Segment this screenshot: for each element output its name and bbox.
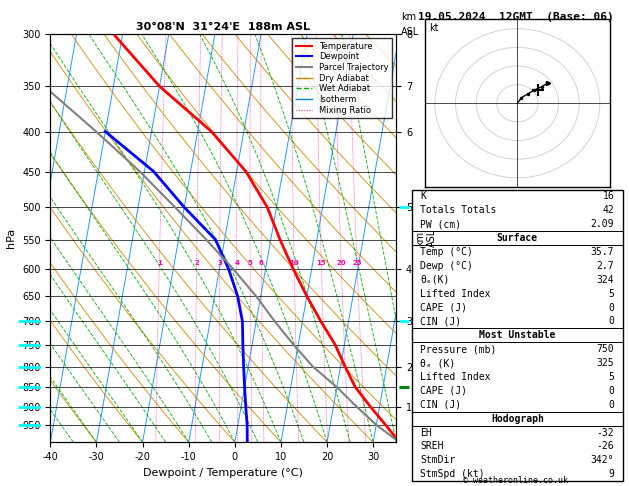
Text: 0: 0 [608, 386, 615, 396]
Text: 20: 20 [337, 260, 346, 266]
Text: -26: -26 [597, 441, 615, 451]
Text: 2.09: 2.09 [591, 219, 615, 229]
Text: CAPE (J): CAPE (J) [420, 303, 467, 312]
Text: 4: 4 [234, 260, 239, 266]
Text: Pressure (mb): Pressure (mb) [420, 344, 497, 354]
Text: CIN (J): CIN (J) [420, 316, 462, 327]
Text: -32: -32 [597, 428, 615, 437]
Text: kt: kt [429, 23, 438, 33]
Text: Dewp (°C): Dewp (°C) [420, 261, 473, 271]
Text: Surface: Surface [497, 233, 538, 243]
Text: km: km [401, 12, 416, 22]
X-axis label: Dewpoint / Temperature (°C): Dewpoint / Temperature (°C) [143, 468, 303, 478]
Text: 324: 324 [597, 275, 615, 285]
Legend: Temperature, Dewpoint, Parcel Trajectory, Dry Adiabat, Wet Adiabat, Isotherm, Mi: Temperature, Dewpoint, Parcel Trajectory… [292, 38, 392, 118]
Text: 6: 6 [259, 260, 264, 266]
Text: θₑ(K): θₑ(K) [420, 275, 450, 285]
Text: 0: 0 [608, 316, 615, 327]
Text: SREH: SREH [420, 441, 444, 451]
Text: Temp (°C): Temp (°C) [420, 247, 473, 257]
Text: © weatheronline.co.uk: © weatheronline.co.uk [464, 475, 568, 485]
Text: Totals Totals: Totals Totals [420, 206, 497, 215]
Text: 0: 0 [608, 400, 615, 410]
Text: 10: 10 [289, 260, 299, 266]
Text: 19.05.2024  12GMT  (Base: 06): 19.05.2024 12GMT (Base: 06) [418, 12, 614, 22]
Text: K: K [420, 191, 426, 202]
Text: 3: 3 [217, 260, 222, 266]
Y-axis label: km
ASL: km ASL [415, 229, 437, 247]
Text: 2.7: 2.7 [597, 261, 615, 271]
Text: 750: 750 [597, 344, 615, 354]
Text: Mixing Ratio (g/kg): Mixing Ratio (g/kg) [437, 247, 446, 327]
Text: Lifted Index: Lifted Index [420, 372, 491, 382]
Text: 2: 2 [194, 260, 199, 266]
Text: 5: 5 [608, 289, 615, 299]
Text: 5: 5 [248, 260, 252, 266]
Text: EH: EH [420, 428, 432, 437]
Text: 342°: 342° [591, 455, 615, 465]
Text: 325: 325 [597, 358, 615, 368]
Text: 16: 16 [603, 191, 615, 202]
Title: 30°08'N  31°24'E  188m ASL: 30°08'N 31°24'E 188m ASL [136, 22, 310, 32]
Text: 5: 5 [608, 372, 615, 382]
Text: Hodograph: Hodograph [491, 414, 544, 424]
Text: θₑ (K): θₑ (K) [420, 358, 455, 368]
Text: StmSpd (kt): StmSpd (kt) [420, 469, 485, 479]
Text: CAPE (J): CAPE (J) [420, 386, 467, 396]
Text: PW (cm): PW (cm) [420, 219, 462, 229]
Text: 15: 15 [316, 260, 326, 266]
Text: 9: 9 [608, 469, 615, 479]
Text: StmDir: StmDir [420, 455, 455, 465]
Text: Lifted Index: Lifted Index [420, 289, 491, 299]
Text: 1: 1 [157, 260, 162, 266]
Text: 0: 0 [608, 303, 615, 312]
Text: CIN (J): CIN (J) [420, 400, 462, 410]
Text: ASL: ASL [401, 27, 420, 37]
Text: 35.7: 35.7 [591, 247, 615, 257]
Y-axis label: hPa: hPa [6, 228, 16, 248]
Text: 42: 42 [603, 206, 615, 215]
Text: 25: 25 [352, 260, 362, 266]
Text: Most Unstable: Most Unstable [479, 330, 555, 340]
